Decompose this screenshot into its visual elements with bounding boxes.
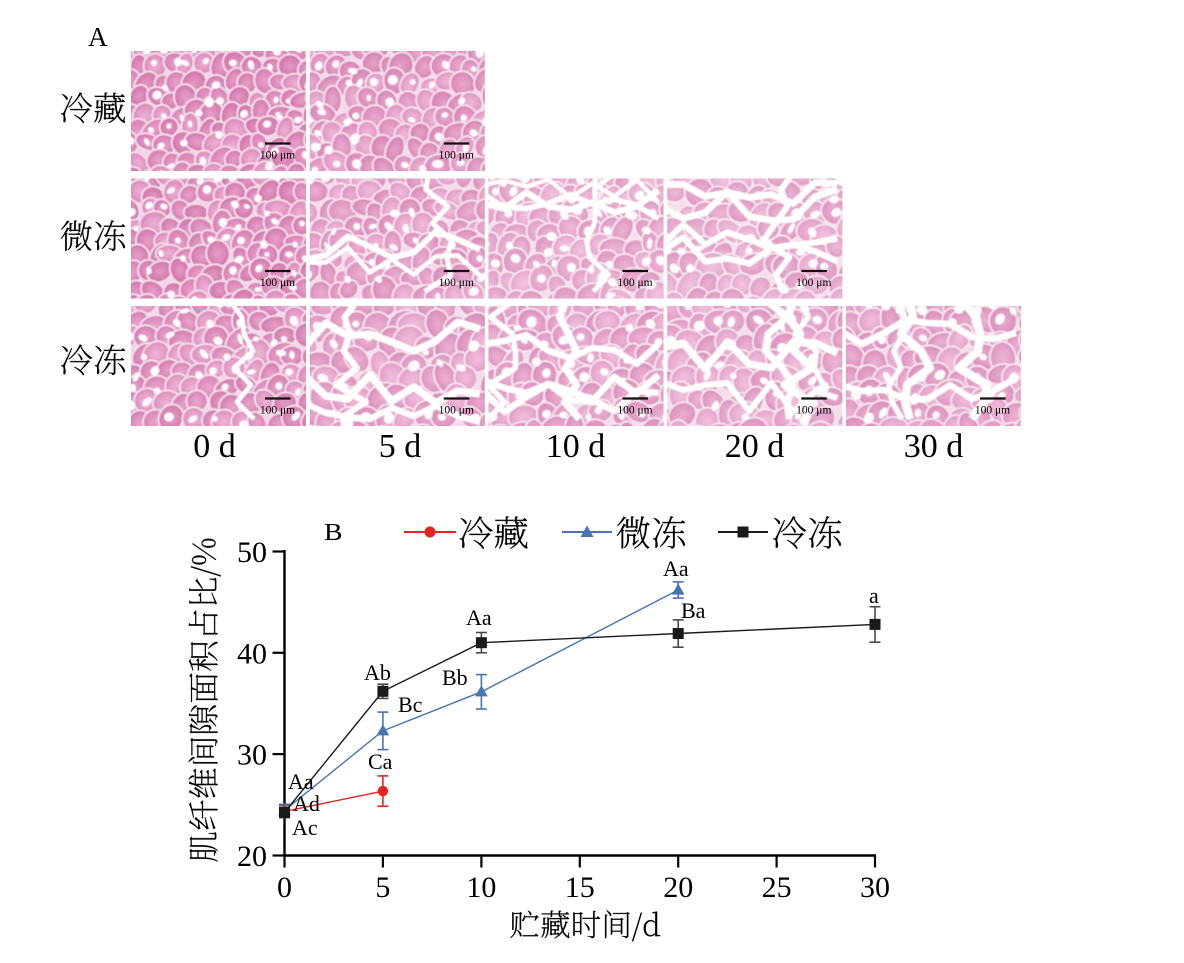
svg-text:100 μm: 100 μm	[796, 277, 831, 289]
svg-text:Aa: Aa	[663, 556, 689, 581]
svg-text:100 μm: 100 μm	[260, 150, 295, 162]
svg-text:0: 0	[277, 871, 292, 904]
svg-text:5 d: 5 d	[379, 428, 422, 465]
svg-text:Ba: Ba	[681, 598, 706, 623]
svg-text:20: 20	[663, 871, 693, 904]
svg-text:B: B	[324, 520, 343, 546]
svg-text:30: 30	[860, 871, 890, 904]
svg-text:Bb: Bb	[442, 665, 468, 690]
svg-text:40: 40	[237, 637, 267, 670]
svg-text:100 μm: 100 μm	[260, 277, 295, 289]
svg-text:10: 10	[466, 871, 496, 904]
svg-text:Ac: Ac	[292, 815, 318, 840]
svg-text:5: 5	[375, 871, 390, 904]
svg-text:0 d: 0 d	[193, 428, 236, 465]
svg-text:100 μm: 100 μm	[617, 405, 652, 417]
svg-text:100 μm: 100 μm	[439, 277, 474, 289]
svg-text:30 d: 30 d	[904, 428, 964, 465]
svg-text:A: A	[88, 22, 108, 52]
svg-text:Bc: Bc	[398, 692, 423, 717]
svg-text:25: 25	[762, 871, 792, 904]
svg-text:50: 50	[237, 536, 267, 569]
svg-text:Ca: Ca	[368, 749, 393, 774]
svg-text:100 μm: 100 μm	[439, 405, 474, 417]
svg-text:Ab: Ab	[364, 660, 391, 685]
svg-text:100 μm: 100 μm	[796, 405, 831, 417]
svg-text:100 μm: 100 μm	[975, 405, 1010, 417]
svg-text:30: 30	[237, 739, 267, 772]
svg-text:Aa: Aa	[466, 605, 492, 630]
svg-text:15: 15	[565, 871, 595, 904]
svg-text:100 μm: 100 μm	[617, 277, 652, 289]
svg-text:20 d: 20 d	[725, 428, 785, 465]
svg-text:20: 20	[237, 840, 267, 873]
svg-text:Ad: Ad	[293, 791, 320, 816]
svg-text:100 μm: 100 μm	[439, 150, 474, 162]
svg-text:a: a	[869, 583, 879, 608]
svg-text:10 d: 10 d	[546, 428, 606, 465]
svg-text:Aa: Aa	[288, 769, 314, 794]
svg-text:100 μm: 100 μm	[260, 405, 295, 417]
